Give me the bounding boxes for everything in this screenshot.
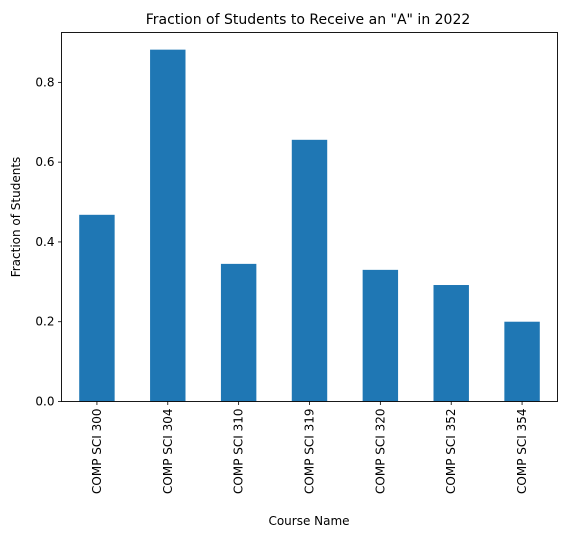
y-axis-label: Fraction of Students <box>9 157 23 278</box>
x-tick-label: COMP SCI 304 <box>161 409 175 494</box>
bar <box>220 263 257 402</box>
y-tick-label: 0.8 <box>35 75 54 89</box>
y-axis: 0.0 0.2 0.4 0.6 0.8 <box>35 75 62 409</box>
x-axis-label: Course Name <box>268 514 349 528</box>
chart-title: Fraction of Students to Receive an "A" i… <box>146 12 471 28</box>
bar <box>504 321 540 402</box>
x-tick-label: COMP SCI 352 <box>444 409 458 494</box>
x-tick-label: COMP SCI 354 <box>515 409 529 494</box>
y-tick-label: 0.2 <box>35 315 54 329</box>
bar <box>79 214 115 402</box>
bar <box>433 285 469 402</box>
bars-group <box>79 49 540 402</box>
y-tick-label: 0.4 <box>35 235 54 249</box>
x-tick-label: COMP SCI 319 <box>303 409 317 494</box>
plot-area: 0.0 0.2 0.4 0.6 0.8 COMP SCI 300 COMP SCI 304… <box>35 32 558 494</box>
bar <box>150 49 186 402</box>
x-tick-label: COMP SCI 310 <box>232 409 246 494</box>
x-axis: COMP SCI 300 COMP SCI 304 COMP SCI 310 COMP… <box>90 401 529 494</box>
y-tick-label: 0.0 <box>35 395 54 409</box>
bar <box>362 269 399 402</box>
plot-frame <box>61 32 558 402</box>
y-tick-label: 0.6 <box>35 155 54 169</box>
bar <box>291 139 328 402</box>
x-tick-label: COMP SCI 300 <box>90 409 104 494</box>
x-tick-label: COMP SCI 320 <box>373 409 387 494</box>
